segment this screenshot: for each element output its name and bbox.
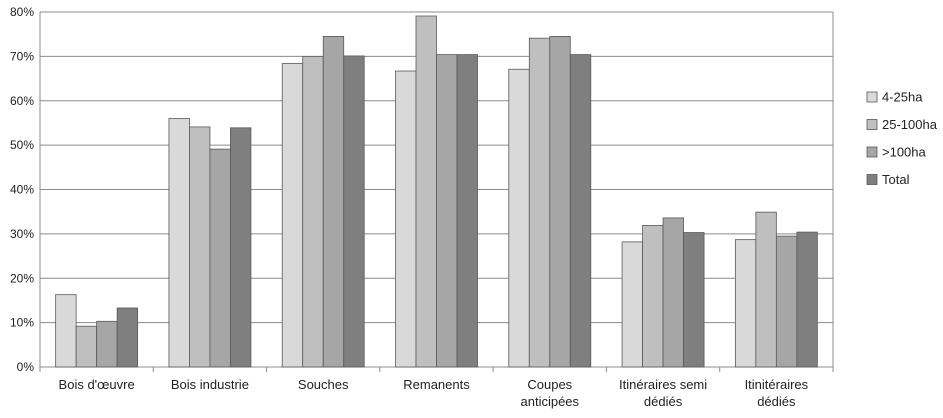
bar-3-0	[116, 307, 139, 368]
bar-1-6	[755, 211, 777, 368]
y-tick-label: 10%	[10, 316, 34, 330]
bar-3-5	[683, 232, 705, 368]
bar-2-6	[775, 235, 798, 368]
bar-2-0	[96, 320, 118, 368]
legend-swatch	[866, 174, 878, 185]
x-tick-label: dédiés	[644, 394, 683, 409]
bar-3-1	[230, 127, 252, 368]
y-tick-label: 60%	[10, 94, 34, 108]
bar-3-4	[569, 54, 592, 368]
x-tick-label: Itinitéraires	[745, 377, 809, 392]
bar-2-1	[209, 148, 231, 368]
legend-swatch	[866, 119, 878, 130]
x-tick-label: Coupes	[527, 377, 572, 392]
bar-1-0	[75, 325, 98, 368]
y-tick-label: 20%	[10, 271, 34, 285]
bar-1-3	[415, 15, 437, 368]
bar-0-1	[168, 118, 190, 368]
bar-0-4	[508, 68, 530, 368]
x-tick-label: Bois industrie	[171, 377, 249, 392]
y-tick-label: 80%	[10, 5, 34, 19]
x-tick-label: Remanents	[403, 377, 470, 392]
legend-label: >100ha	[882, 145, 927, 160]
x-tick-label: Souches	[298, 377, 349, 392]
bar-0-3	[395, 70, 417, 368]
legend-label: Total	[882, 172, 910, 187]
legend-label: 25-100ha	[882, 117, 938, 132]
bar-1-1	[189, 126, 211, 368]
axes: 0% 10% 20% 30% 40% 50% 60% 70% 80% Bois d'œuvre Bo…	[10, 5, 834, 409]
bar-2-3	[436, 54, 458, 368]
y-tick-label: 70%	[10, 49, 34, 63]
y-tick-label: 30%	[10, 227, 34, 241]
bar-1-4	[528, 37, 551, 368]
y-tick-label: 40%	[10, 183, 34, 197]
bar-3-6	[796, 231, 818, 368]
legend: 4-25ha 25-100ha >100ha Total	[866, 90, 938, 187]
y-tick-label: 50%	[10, 138, 34, 152]
x-tick-label: Bois d'œuvre	[59, 377, 135, 392]
x-tick-label: dédiés	[757, 394, 796, 409]
bar-0-2	[281, 63, 304, 368]
bar-3-3	[456, 54, 478, 368]
bar-1-2	[302, 55, 324, 368]
bar-2-4	[549, 36, 571, 368]
x-tick-label: anticipées	[521, 394, 580, 409]
bar-0-0	[55, 294, 77, 368]
bar-1-5	[642, 225, 664, 368]
bar-2-2	[322, 36, 345, 368]
bar-2-5	[662, 217, 684, 368]
legend-swatch	[866, 146, 878, 158]
bars	[55, 15, 818, 368]
y-tick-label: 0%	[17, 360, 35, 374]
bar-0-6	[734, 239, 757, 368]
bar-0-5	[621, 241, 643, 368]
legend-swatch	[866, 91, 878, 103]
x-tick-label: Itinéraires semi	[619, 377, 707, 392]
bar-3-2	[343, 55, 365, 368]
legend-label: 4-25ha	[882, 90, 923, 105]
